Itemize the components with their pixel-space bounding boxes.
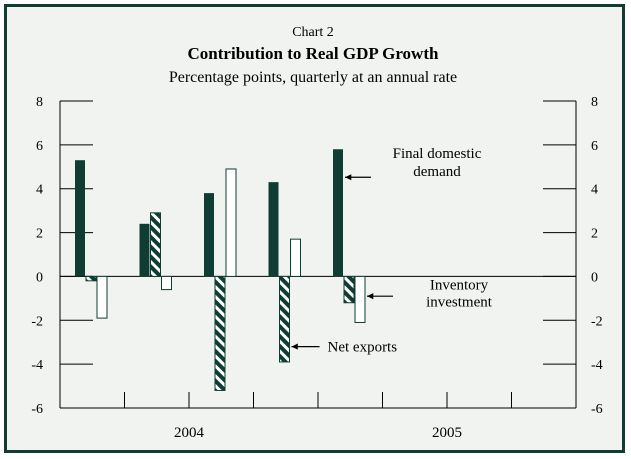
bar-final: [333, 149, 343, 277]
bar-final: [75, 160, 85, 277]
annotation-net-line: Net exports: [328, 340, 398, 356]
y-tick-label-left: -4: [31, 358, 43, 373]
y-tick-label-left: 0: [36, 270, 43, 285]
y-tick-label-left: -2: [31, 314, 43, 329]
bar-final: [139, 223, 150, 277]
y-tick-label-right: 6: [591, 139, 598, 154]
chart-header: Chart 2: [292, 25, 334, 40]
y-tick-label-left: 2: [36, 227, 43, 242]
bar-net: [161, 275, 172, 291]
x-tick-label: 2004: [174, 425, 205, 441]
annotation-final-line: demand: [413, 164, 461, 180]
net-arrow-head: [291, 343, 298, 350]
bar-net: [354, 275, 366, 323]
bar-inventory: [343, 275, 355, 304]
y-tick-label-left: 8: [36, 95, 43, 110]
y-tick-label-right: -4: [591, 358, 603, 373]
x-tick-label: 2005: [432, 425, 462, 441]
bar-inventory: [150, 212, 161, 277]
final-arrow-head: [345, 174, 352, 181]
bar-inventory: [85, 275, 97, 282]
bar-net: [96, 275, 108, 319]
annotation-inventory-line: investment: [426, 295, 493, 311]
chart-subtitle: Percentage points, quarterly at an annua…: [169, 69, 457, 86]
chart-title: Contribution to Real GDP Growth: [188, 44, 439, 63]
y-tick-label-right: 2: [591, 227, 598, 242]
bar-inventory: [279, 275, 290, 363]
bar-inventory: [214, 275, 226, 391]
y-tick-label-right: 0: [591, 270, 598, 285]
y-tick-label-left: 4: [36, 183, 43, 198]
y-tick-label-right: -6: [591, 402, 603, 417]
annotation-final-line: Final domestic: [393, 146, 482, 162]
y-tick-label-left: 6: [36, 139, 43, 154]
gdp-contribution-chart: Chart 2 Contribution to Real GDP Growth …: [31, 25, 602, 441]
bar-final: [204, 193, 214, 277]
bar-net: [225, 168, 237, 277]
y-tick-label-right: 8: [591, 95, 598, 110]
y-tick-label-right: -2: [591, 314, 603, 329]
annotation-inventory-line: Inventory: [430, 278, 489, 294]
plot-area: 8 8 6 6 4 4 2 2 0 0 -2 -2 -4 -4 -6 -6 2004 2005 Final dome…: [31, 95, 602, 441]
y-tick-label-left: -6: [31, 402, 43, 417]
bar-net: [290, 238, 301, 277]
bar-final: [268, 182, 279, 277]
chart-frame: Chart 2 Contribution to Real GDP Growth …: [4, 4, 625, 453]
inventory-arrow-head: [367, 293, 374, 300]
y-tick-label-right: 4: [591, 183, 598, 198]
